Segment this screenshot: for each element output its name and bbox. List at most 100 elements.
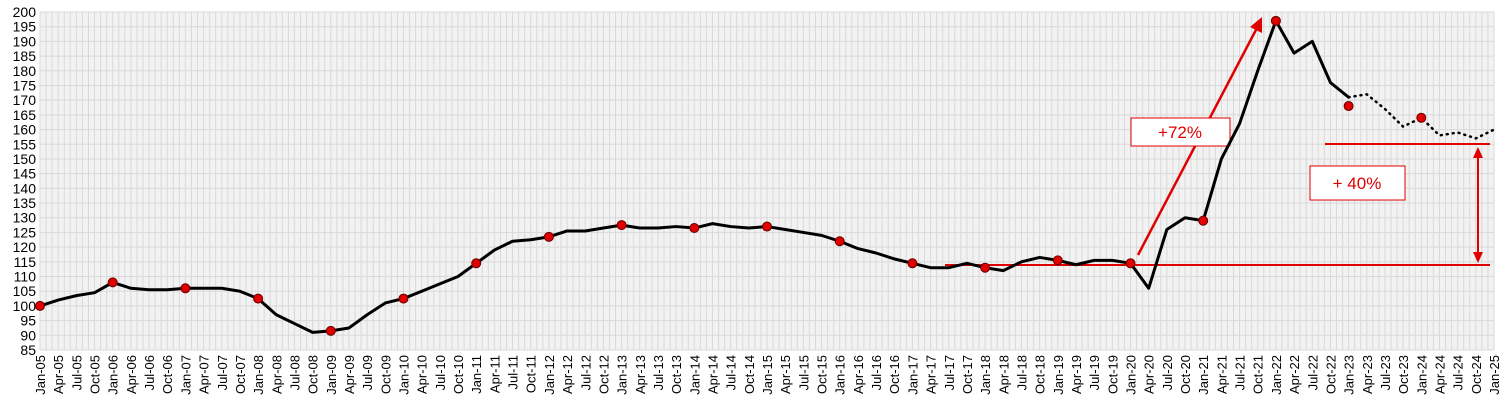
arrow-head bbox=[1473, 252, 1483, 263]
x-tick-label: Apr-22 bbox=[1287, 355, 1302, 394]
y-tick-label: 125 bbox=[13, 224, 37, 240]
x-tick-label: Jul-12 bbox=[578, 355, 593, 390]
line-series bbox=[1347, 93, 1496, 140]
x-tick-label: Oct-19 bbox=[1105, 355, 1120, 394]
y-tick-label: 165 bbox=[13, 107, 37, 123]
x-tick-label: Jul-05 bbox=[69, 355, 84, 390]
x-tick-label: Apr-07 bbox=[197, 355, 212, 394]
x-tick-label: Apr-05 bbox=[51, 355, 66, 394]
x-tick-label: Apr-16 bbox=[851, 355, 866, 394]
x-tick-label: Oct-15 bbox=[815, 355, 830, 394]
y-tick-label: 175 bbox=[13, 77, 37, 93]
marker bbox=[471, 258, 482, 269]
x-tick-label: Apr-18 bbox=[996, 355, 1011, 394]
x-tick-label: Oct-23 bbox=[1396, 355, 1411, 394]
y-tick-label: 100 bbox=[13, 298, 37, 314]
x-tick-label: Jul-09 bbox=[360, 355, 375, 390]
marker bbox=[1052, 255, 1063, 266]
y-tick-label: 115 bbox=[14, 254, 37, 270]
marker bbox=[253, 293, 264, 304]
x-tick-label: Oct-24 bbox=[1469, 355, 1484, 394]
marker bbox=[907, 258, 918, 269]
arrow-head bbox=[1473, 147, 1483, 158]
x-tick-label: Oct-14 bbox=[742, 355, 757, 394]
x-tick-label: Oct-11 bbox=[524, 355, 539, 393]
x-tick-label: Jan-24 bbox=[1414, 355, 1429, 395]
x-tick-label: Jan-14 bbox=[687, 355, 702, 395]
x-tick-label: Apr-11 bbox=[487, 355, 502, 393]
marker bbox=[180, 283, 191, 294]
x-tick-label: Oct-20 bbox=[1178, 355, 1193, 394]
x-tick-label: Jul-21 bbox=[1233, 355, 1248, 390]
x-tick-label: Jan-25 bbox=[1487, 355, 1502, 395]
x-tick-label: Oct-22 bbox=[1323, 355, 1338, 394]
x-tick-label: Jul-11 bbox=[506, 355, 521, 389]
x-tick-label: Jan-10 bbox=[397, 355, 412, 395]
annotation-box bbox=[1309, 165, 1406, 201]
x-tick-label: Jul-14 bbox=[724, 355, 739, 390]
y-tick-label: 135 bbox=[13, 195, 37, 211]
x-tick-label: Jul-18 bbox=[1014, 355, 1029, 390]
marker bbox=[762, 221, 772, 232]
y-tick-label: 105 bbox=[13, 283, 37, 299]
marker bbox=[1343, 101, 1354, 112]
x-tick-label: Oct-08 bbox=[306, 355, 321, 394]
x-tick-label: Oct-12 bbox=[596, 355, 611, 394]
annotations: +72% + 40% bbox=[945, 17, 1490, 266]
x-tick-label: Oct-05 bbox=[88, 355, 103, 394]
x-tick-label: Jul-13 bbox=[651, 355, 666, 390]
x-tick-label: Apr-20 bbox=[1142, 355, 1157, 394]
x-tick-label: Jan-18 bbox=[978, 355, 993, 395]
x-tick-label: Apr-12 bbox=[560, 355, 575, 394]
y-tick-label: 140 bbox=[13, 180, 37, 196]
x-tick-label: Jan-21 bbox=[1196, 355, 1211, 395]
x-tick-label: Apr-21 bbox=[1214, 355, 1229, 394]
y-tick-label: 85 bbox=[20, 342, 36, 358]
x-tick-label: Jan-07 bbox=[178, 355, 193, 395]
x-tick-label: Oct-07 bbox=[233, 355, 248, 394]
x-tick-label: Oct-21 bbox=[1251, 355, 1266, 394]
x-tick-label: Jan-13 bbox=[615, 355, 630, 395]
marker bbox=[689, 223, 700, 234]
x-tick-label: Jan-08 bbox=[251, 355, 266, 395]
x-tick-label: Oct-09 bbox=[378, 355, 393, 394]
x-tick-label: Jul-08 bbox=[287, 355, 302, 390]
y-tick-label: 145 bbox=[13, 166, 37, 182]
marker bbox=[398, 293, 409, 304]
x-tick-label: Oct-06 bbox=[160, 355, 175, 394]
y-tick-label: 120 bbox=[13, 239, 37, 255]
y-tick-label: 170 bbox=[13, 92, 37, 108]
x-tick-label: Apr-09 bbox=[342, 355, 357, 394]
x-tick-label: Apr-13 bbox=[633, 355, 648, 394]
x-tick-label: Jul-23 bbox=[1378, 355, 1393, 390]
x-tick-label: Apr-24 bbox=[1432, 355, 1447, 394]
x-tick-label: Jul-10 bbox=[433, 355, 448, 390]
marker bbox=[980, 262, 991, 273]
marker bbox=[616, 220, 627, 231]
annotation-box bbox=[1130, 117, 1231, 147]
x-tick-label: Jan-05 bbox=[33, 355, 48, 395]
marker bbox=[325, 325, 336, 336]
x-tick-label: Jan-20 bbox=[1124, 355, 1139, 395]
marker bbox=[1198, 215, 1209, 226]
x-tick-label: Jan-09 bbox=[324, 355, 339, 395]
arrow-head bbox=[1250, 17, 1262, 33]
y-tick-label: 130 bbox=[13, 210, 37, 226]
x-tick-label: Jul-07 bbox=[215, 355, 230, 390]
x-tick-label: Apr-10 bbox=[415, 355, 430, 394]
x-tick-label: Jul-24 bbox=[1451, 355, 1466, 390]
x-tick-label: Apr-14 bbox=[705, 355, 720, 394]
y-tick-label: 160 bbox=[13, 122, 37, 138]
marker bbox=[543, 231, 554, 242]
marker bbox=[1416, 112, 1427, 123]
x-tick-label: Oct-16 bbox=[887, 355, 902, 394]
y-tick-label: 155 bbox=[13, 136, 37, 152]
x-tick-label: Apr-15 bbox=[778, 355, 793, 394]
y-tick-label: 180 bbox=[13, 63, 37, 79]
x-tick-label: Jul-22 bbox=[1305, 355, 1320, 390]
y-tick-label: 190 bbox=[13, 33, 37, 49]
x-tick-label: Apr-06 bbox=[124, 355, 139, 394]
x-tick-label: Apr-19 bbox=[1069, 355, 1084, 394]
y-tick-label: 200 bbox=[13, 4, 37, 20]
marker bbox=[1270, 15, 1281, 26]
